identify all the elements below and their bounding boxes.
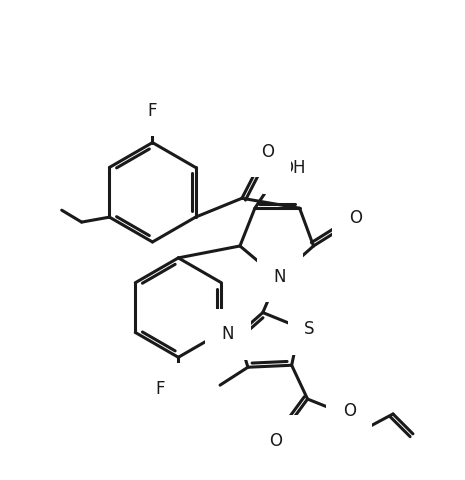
Text: N: N: [222, 325, 234, 343]
Text: O: O: [349, 209, 362, 227]
Text: OH: OH: [280, 159, 306, 178]
Text: F: F: [148, 102, 157, 120]
Text: S: S: [304, 321, 315, 338]
Text: N: N: [273, 268, 286, 286]
Text: O: O: [343, 402, 356, 420]
Text: F: F: [156, 380, 165, 398]
Text: O: O: [269, 432, 282, 450]
Text: O: O: [261, 143, 274, 160]
